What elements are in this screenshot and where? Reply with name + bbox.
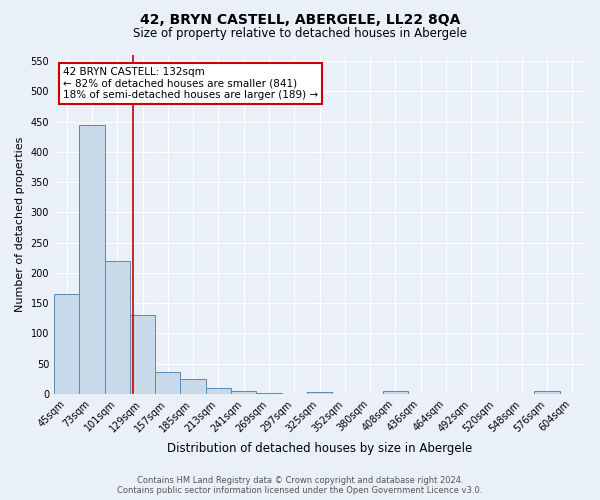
Bar <box>535 392 560 394</box>
Bar <box>104 261 130 394</box>
Bar <box>155 372 181 394</box>
Bar <box>307 392 332 394</box>
Bar <box>256 392 281 394</box>
Bar <box>181 379 206 394</box>
Bar <box>79 124 104 394</box>
Bar <box>206 388 231 394</box>
Bar <box>54 294 79 394</box>
Text: 42, BRYN CASTELL, ABERGELE, LL22 8QA: 42, BRYN CASTELL, ABERGELE, LL22 8QA <box>140 12 460 26</box>
Bar <box>130 315 155 394</box>
Y-axis label: Number of detached properties: Number of detached properties <box>15 137 25 312</box>
Text: Size of property relative to detached houses in Abergele: Size of property relative to detached ho… <box>133 28 467 40</box>
Bar <box>231 392 256 394</box>
Text: 42 BRYN CASTELL: 132sqm
← 82% of detached houses are smaller (841)
18% of semi-d: 42 BRYN CASTELL: 132sqm ← 82% of detache… <box>63 67 318 100</box>
X-axis label: Distribution of detached houses by size in Abergele: Distribution of detached houses by size … <box>167 442 472 455</box>
Text: Contains HM Land Registry data © Crown copyright and database right 2024.
Contai: Contains HM Land Registry data © Crown c… <box>118 476 482 495</box>
Bar <box>383 392 408 394</box>
